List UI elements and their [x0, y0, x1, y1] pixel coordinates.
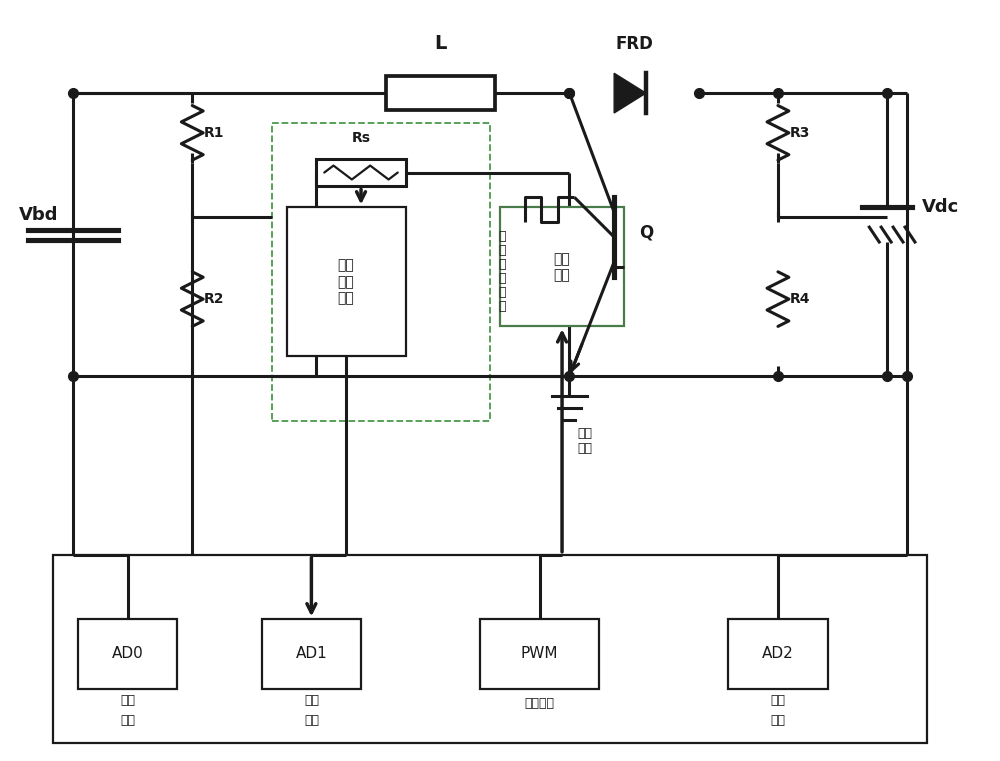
Text: 电流: 电流	[304, 694, 319, 707]
Bar	[53, 555, 927, 743]
Bar	[287, 207, 406, 356]
Text: 信号
调理
电路: 信号 调理 电路	[338, 259, 355, 305]
Text: R3: R3	[790, 126, 810, 140]
Text: Rs: Rs	[352, 131, 371, 145]
Text: 电压: 电压	[770, 694, 785, 707]
Text: Q: Q	[639, 223, 653, 241]
Bar	[262, 619, 361, 689]
Text: 驱动
信号: 驱动 信号	[577, 427, 592, 454]
Bar	[316, 158, 406, 186]
Bar	[386, 76, 495, 110]
Bar	[272, 123, 490, 421]
Bar	[480, 619, 599, 689]
Text: Vbd: Vbd	[19, 205, 58, 224]
Text: 检测: 检测	[120, 714, 135, 727]
Bar	[500, 207, 624, 326]
Text: PWM: PWM	[521, 647, 558, 661]
Text: 控制芯片: 控制芯片	[525, 696, 555, 710]
Text: R4: R4	[790, 292, 810, 306]
Bar	[728, 619, 828, 689]
Text: Vdc: Vdc	[922, 199, 959, 216]
Text: AD0: AD0	[112, 647, 144, 661]
Text: 电压: 电压	[120, 694, 135, 707]
Text: AD1: AD1	[296, 647, 327, 661]
Bar	[78, 619, 177, 689]
Polygon shape	[614, 73, 646, 113]
Text: AD2: AD2	[762, 647, 794, 661]
Text: FRD: FRD	[615, 36, 653, 53]
Text: R2: R2	[204, 292, 225, 306]
Text: 检测: 检测	[304, 714, 319, 727]
Text: 检测: 检测	[770, 714, 785, 727]
Text: 驱动
电路: 驱动 电路	[554, 252, 570, 282]
Text: 电
流
检
测
电
路: 电 流 检 测 电 路	[498, 231, 506, 314]
Text: R1: R1	[204, 126, 225, 140]
Text: L: L	[434, 34, 447, 53]
